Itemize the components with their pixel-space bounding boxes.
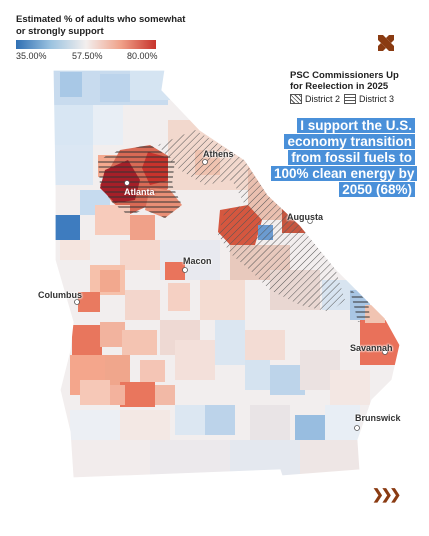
legend-title: Estimated % of adults who somewhat or st… <box>16 14 186 37</box>
city-label-brunswick: Brunswick <box>355 413 401 423</box>
legend-min-label: 35.00% <box>16 51 47 61</box>
city-label-atlanta: Atlanta <box>124 187 155 197</box>
district-2-label: District 2 <box>305 94 341 104</box>
city-label-augusta: Augusta <box>287 212 323 222</box>
savannah-marker <box>382 349 388 355</box>
legend-color-bar <box>16 40 156 49</box>
city-label-savannah: Savannah <box>350 343 393 353</box>
district-2-hatch <box>158 130 345 312</box>
chevrons-right-icon[interactable]: ❯❯❯ <box>372 486 401 502</box>
brunswick-marker <box>354 425 360 431</box>
city-label-athens: Athens <box>203 149 234 159</box>
atlanta-marker <box>124 180 130 186</box>
district-3-label: District 3 <box>359 94 395 104</box>
psc-legend-title: PSC Commissioners Up for Reelection in 2… <box>290 70 399 92</box>
georgia-outline <box>52 69 401 479</box>
macon-marker <box>182 267 188 273</box>
augusta-marker <box>307 218 313 224</box>
athens-marker <box>202 159 208 165</box>
columbus-marker <box>74 299 80 305</box>
district-3-legend: District 3 <box>344 94 394 104</box>
headline-text: I support the U.S. economy transition fr… <box>271 118 418 197</box>
district-2-legend: District 2 <box>290 94 340 104</box>
city-label-columbus: Columbus <box>38 290 82 300</box>
district-3-swatch <box>344 94 356 104</box>
legend-mid-label: 57.50% <box>72 51 103 61</box>
district-2-swatch <box>290 94 302 104</box>
headline: I support the U.S. economy transition fr… <box>271 118 418 198</box>
legend-max-label: 80.00% <box>127 51 158 61</box>
brand-x-icon <box>378 35 394 51</box>
city-label-macon: Macon <box>183 256 212 266</box>
district-3-hatch <box>98 145 370 322</box>
